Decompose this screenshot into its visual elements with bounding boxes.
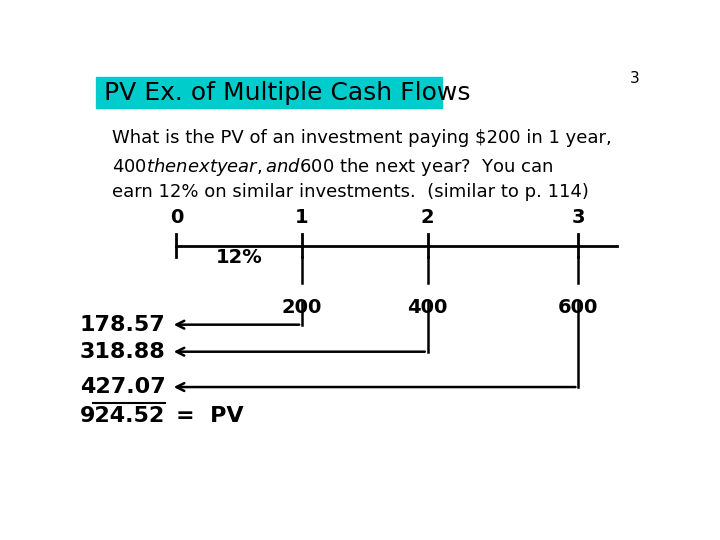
Text: 178.57: 178.57 xyxy=(80,315,166,335)
Text: 400: 400 xyxy=(408,298,448,316)
Text: 427.07: 427.07 xyxy=(80,377,166,397)
Text: 200: 200 xyxy=(282,298,323,316)
Text: 1: 1 xyxy=(295,207,309,227)
Text: What is the PV of an investment paying $200 in 1 year,: What is the PV of an investment paying $… xyxy=(112,129,612,147)
Text: 0: 0 xyxy=(170,207,183,227)
Text: 3: 3 xyxy=(630,71,639,86)
Text: 12%: 12% xyxy=(216,248,263,267)
Text: 2: 2 xyxy=(420,207,434,227)
Text: earn 12% on similar investments.  (similar to p. 114): earn 12% on similar investments. (simila… xyxy=(112,183,589,201)
Text: 318.88: 318.88 xyxy=(80,342,166,362)
FancyBboxPatch shape xyxy=(96,77,441,109)
Text: =  PV: = PV xyxy=(176,406,244,426)
Text: PV Ex. of Multiple Cash Flows: PV Ex. of Multiple Cash Flows xyxy=(104,80,470,105)
Text: $400 the next year, and $600 the next year?  You can: $400 the next year, and $600 the next ye… xyxy=(112,156,554,178)
Text: 600: 600 xyxy=(558,298,598,316)
Text: 924.52: 924.52 xyxy=(80,406,166,426)
Text: 3: 3 xyxy=(572,207,585,227)
